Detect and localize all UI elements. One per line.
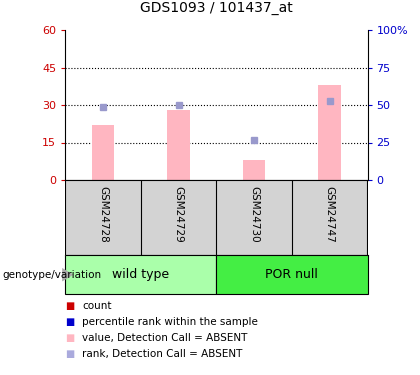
Bar — [243, 160, 265, 180]
Text: POR null: POR null — [265, 268, 318, 281]
Text: ■: ■ — [65, 301, 74, 310]
Bar — [216, 255, 368, 294]
Text: genotype/variation: genotype/variation — [2, 270, 101, 280]
Text: ■: ■ — [65, 349, 74, 359]
Text: GSM24730: GSM24730 — [249, 186, 259, 243]
Text: GSM24729: GSM24729 — [173, 186, 184, 243]
Text: ■: ■ — [65, 317, 74, 327]
Text: rank, Detection Call = ABSENT: rank, Detection Call = ABSENT — [82, 349, 242, 359]
Polygon shape — [62, 268, 74, 281]
Text: GSM24747: GSM24747 — [325, 186, 335, 243]
Text: count: count — [82, 301, 111, 310]
Text: GSM24728: GSM24728 — [98, 186, 108, 243]
Bar — [167, 110, 190, 180]
Bar — [65, 255, 216, 294]
Text: ■: ■ — [65, 333, 74, 343]
Text: GDS1093 / 101437_at: GDS1093 / 101437_at — [140, 1, 293, 15]
Text: value, Detection Call = ABSENT: value, Detection Call = ABSENT — [82, 333, 247, 343]
Text: wild type: wild type — [112, 268, 169, 281]
Bar — [318, 85, 341, 180]
Text: percentile rank within the sample: percentile rank within the sample — [82, 317, 258, 327]
Bar — [92, 125, 114, 180]
